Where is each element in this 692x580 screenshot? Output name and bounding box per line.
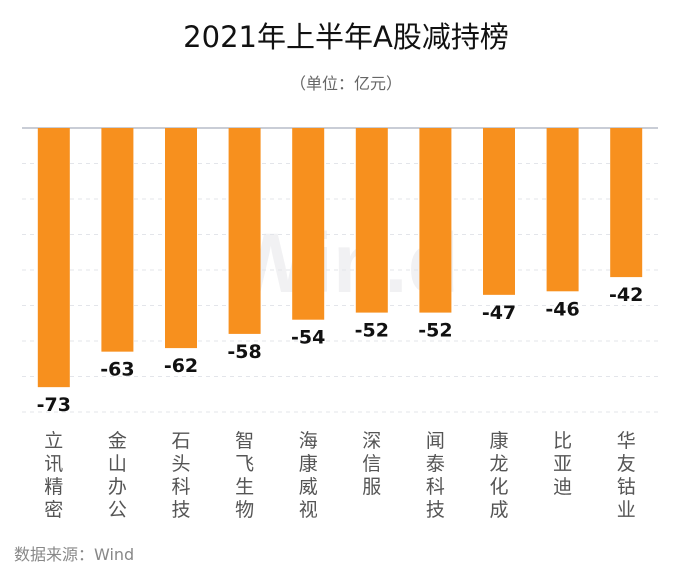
data-label-2: -62 (164, 355, 198, 377)
category-label-5-char-2: 服 (362, 476, 381, 498)
data-label-0: -73 (37, 394, 71, 416)
category-label-1-char-3: 公 (108, 499, 127, 521)
bar-8 (546, 128, 579, 292)
category-label-7-char-0: 康 (489, 430, 508, 452)
category-label-1-char-2: 办 (108, 476, 127, 498)
bar-5 (355, 128, 388, 313)
category-label-7-char-1: 龙 (489, 453, 508, 475)
bar-3 (228, 128, 261, 334)
bar-2 (165, 128, 197, 349)
data-label-3: -58 (227, 341, 261, 363)
category-label-7-char-3: 成 (489, 499, 508, 521)
category-label-3-char-3: 物 (235, 499, 254, 521)
category-label-5-char-0: 深 (362, 430, 381, 452)
category-label-3-char-0: 智 (235, 430, 254, 452)
data-source: 数据来源：Wind (14, 545, 135, 564)
category-label-0-char-1: 讯 (44, 453, 63, 475)
data-label-1: -63 (100, 359, 134, 381)
category-label-9-char-3: 业 (617, 499, 636, 521)
data-label-7: -47 (482, 302, 516, 324)
data-label-6: -52 (418, 320, 452, 342)
category-label-8-char-2: 迪 (553, 476, 572, 498)
category-label-2-char-2: 科 (171, 476, 190, 498)
data-label-8: -46 (545, 298, 579, 320)
chart-title: 2021年上半年A股减持榜 (183, 20, 509, 54)
unit-note: （单位：亿元） (289, 74, 402, 93)
category-label-9-char-1: 友 (617, 453, 636, 475)
category-label-6-char-1: 泰 (426, 453, 445, 475)
category-label-4-char-3: 视 (299, 499, 318, 521)
category-label-2-char-0: 石 (171, 430, 190, 452)
category-label-0-char-3: 密 (44, 499, 63, 521)
category-label-6-char-2: 科 (426, 476, 445, 498)
category-label-8-char-1: 亚 (553, 453, 572, 475)
category-label-9-char-0: 华 (617, 430, 636, 452)
category-label-3-char-1: 飞 (235, 453, 254, 475)
category-label-6-char-3: 技 (426, 499, 445, 521)
data-label-9: -42 (609, 284, 643, 306)
category-label-4-char-2: 威 (299, 476, 318, 498)
bar-6 (419, 128, 452, 313)
category-label-4-char-0: 海 (299, 430, 318, 452)
category-label-4-char-1: 康 (299, 453, 318, 475)
category-label-1-char-0: 金 (108, 430, 127, 452)
category-label-1-char-1: 山 (108, 453, 127, 475)
data-label-5: -52 (355, 320, 389, 342)
bar-0 (37, 128, 70, 388)
category-label-2-char-3: 技 (171, 499, 190, 521)
category-label-0-char-2: 精 (44, 476, 63, 498)
category-label-3-char-2: 生 (235, 476, 254, 498)
category-label-2-char-1: 头 (171, 453, 190, 475)
category-label-0-char-0: 立 (44, 430, 63, 452)
category-label-8-char-0: 比 (553, 430, 572, 452)
category-label-7-char-2: 化 (489, 476, 508, 498)
category-label-5-char-1: 信 (362, 453, 381, 475)
bar-chart: Win.d -73-63 -62-58-54 -52 -52-47 -46-42 立讯精… (22, 127, 658, 521)
bar-4 (292, 128, 325, 320)
bar-1 (101, 128, 134, 352)
bar-7 (483, 128, 515, 295)
category-label-6-char-0: 闻 (426, 430, 445, 452)
data-label-4: -54 (291, 327, 325, 349)
category-label-9-char-2: 钴 (617, 476, 636, 498)
bar-9 (610, 128, 643, 278)
